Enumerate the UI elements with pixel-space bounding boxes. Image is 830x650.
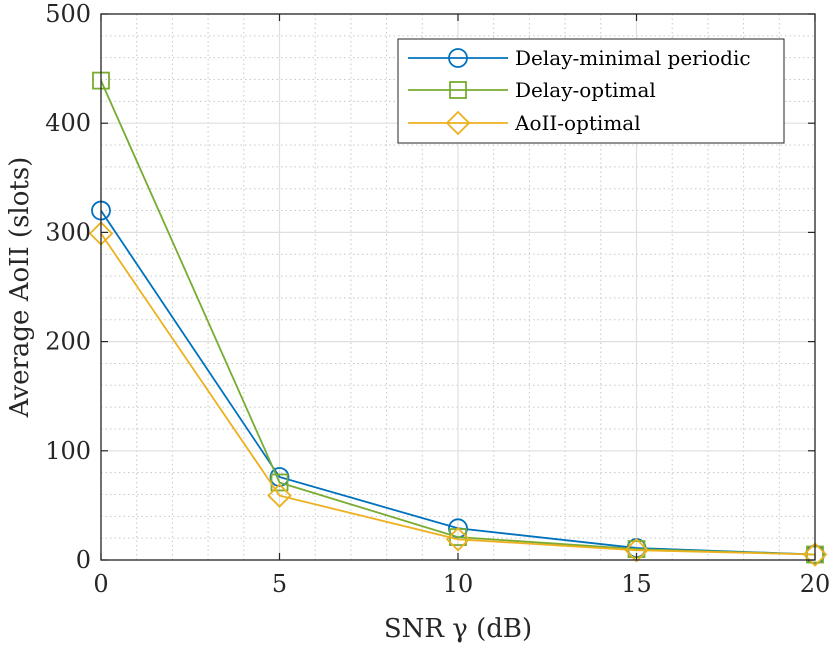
y-tick-label: 200 — [45, 328, 91, 356]
y-tick-label: 400 — [45, 109, 91, 137]
x-axis-title: SNR γ (dB) — [384, 614, 532, 644]
y-tick-label: 500 — [45, 0, 91, 28]
legend-box — [397, 38, 785, 144]
x-tick-label: 5 — [272, 570, 287, 598]
series-line-aoii-optimal — [100, 232, 816, 556]
legend-label-delay-minimal-periodic: Delay-minimal periodic — [515, 46, 751, 70]
data-point-aoii-optimal — [445, 526, 471, 552]
legend-marker-square-icon — [449, 81, 467, 99]
y-tick-label: 300 — [45, 218, 91, 246]
legend: Delay-minimal periodic Delay-optimal AoI… — [397, 38, 785, 144]
x-tick-label: 15 — [621, 570, 652, 598]
x-tick-label: 20 — [800, 570, 830, 598]
legend-entry-aoii-optimal: AoII-optimal — [408, 110, 641, 136]
legend-marker-diamond-icon — [445, 110, 471, 136]
x-tick-label: 0 — [93, 570, 108, 598]
y-tick-label: 0 — [76, 546, 91, 574]
legend-entry-delay-minimal-periodic: Delay-minimal periodic — [408, 46, 751, 70]
legend-marker-circle-icon — [448, 48, 468, 68]
data-point-delay-minimal-periodic — [269, 467, 290, 487]
data-point-aoii-optimal — [267, 483, 292, 508]
legend-label-delay-optimal: Delay-optimal — [515, 78, 656, 102]
legend-entry-delay-optimal: Delay-optimal — [408, 78, 656, 102]
data-point-aoii-optimal — [802, 542, 828, 567]
data-point-aoii-optimal — [624, 537, 649, 563]
x-tick-label: 10 — [443, 570, 474, 598]
y-axis-title: Average AoII (slots) — [5, 157, 35, 419]
series-layer — [88, 71, 828, 567]
axis-ticks — [100, 13, 816, 561]
legend-label-aoii-optimal: AoII-optimal — [514, 111, 641, 135]
y-tick-label: 100 — [45, 437, 91, 465]
